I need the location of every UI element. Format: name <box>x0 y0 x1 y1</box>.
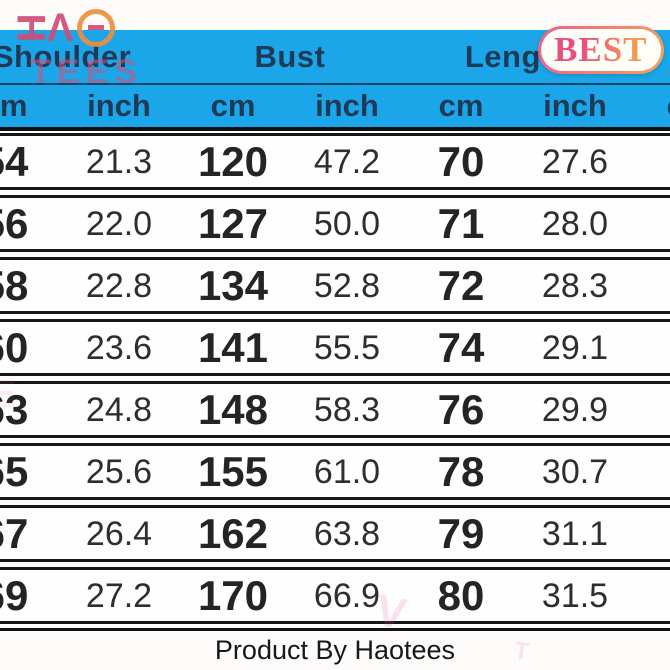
table-cell: 76 <box>437 385 485 433</box>
logo-tees-text: TEES <box>30 53 143 91</box>
table-cell: 66.9 <box>313 576 381 615</box>
unit-header: inch <box>87 88 151 123</box>
table-cell: 60 <box>0 323 29 371</box>
table-cell: 71 <box>437 199 485 247</box>
table-cell: 69 <box>0 571 29 619</box>
table-row: 58 22.8 134 52.8 72 28.3 <box>0 257 670 314</box>
table-cell: 22.8 <box>85 266 153 305</box>
table-cell: 67 <box>0 509 29 557</box>
table-cell: 61.0 <box>313 452 381 491</box>
table-cell: 27.2 <box>85 576 153 615</box>
table-cell: 141 <box>197 323 269 371</box>
table-cell: 30.7 <box>541 452 609 491</box>
table-cell: 70 <box>437 137 485 185</box>
logo-theta-icon <box>76 9 115 47</box>
table-cell: 47.2 <box>313 142 381 181</box>
table-row: 56 22.0 127 50.0 71 28.0 <box>0 195 670 252</box>
table-cell: 23.6 <box>85 328 153 367</box>
table-row: 60 23.6 141 55.5 74 29.1 <box>0 319 670 376</box>
table-cell: 78 <box>437 447 485 495</box>
footer-credit: Product By Haotees <box>214 635 456 665</box>
header-group-bust: Bust <box>254 38 326 74</box>
table-cell: 80 <box>437 571 485 619</box>
table-cell: 56 <box>0 199 29 247</box>
table-cell: 72 <box>437 261 485 309</box>
table-cell: 24.8 <box>85 390 153 429</box>
table-cell: 22.0 <box>85 204 153 243</box>
table-row: 69 27.2 170 66.9 80 31.5 <box>0 567 670 624</box>
table-cell: 148 <box>197 385 269 433</box>
table-cell: 170 <box>197 571 269 619</box>
table-cell: 79 <box>437 509 485 557</box>
table-cell: 58 <box>0 261 29 309</box>
table-cell: 63.8 <box>313 514 381 553</box>
unit-header: cm <box>210 88 256 123</box>
haotees-logo: H Λ TEES <box>8 2 143 91</box>
unit-header: cm <box>632 88 670 124</box>
best-badge-label: BEST <box>554 30 648 69</box>
table-cell: 120 <box>197 137 269 185</box>
table-cell: 50.0 <box>313 204 381 243</box>
table-cell: 27.6 <box>541 142 609 181</box>
table-cell: 29.1 <box>541 328 609 367</box>
table-cell: 31.5 <box>541 576 609 615</box>
table-cell: 155 <box>197 447 269 495</box>
best-badge: BEST <box>538 26 664 74</box>
table-cell: 28.3 <box>541 266 609 305</box>
logo-letter-h: H <box>8 13 53 43</box>
table-cell: 162 <box>197 509 269 557</box>
table-cell: 55.5 <box>313 328 381 367</box>
table-row: 65 25.6 155 61.0 78 30.7 <box>0 443 670 500</box>
table-cell: 54 <box>0 137 29 185</box>
table-cell: 134 <box>197 261 269 309</box>
table-row: 63 24.8 148 58.3 76 29.9 <box>0 381 670 438</box>
header-bottom-border <box>0 127 670 131</box>
header-unit-row: cm inch cm inch cm inch cm <box>0 85 670 127</box>
table-cell: 25.6 <box>85 452 153 491</box>
header-divider-line <box>0 83 670 85</box>
table-cell: 127 <box>197 199 269 247</box>
header-group-shoulder: Shoulder <box>0 38 132 74</box>
table-cell: 28.0 <box>541 204 609 243</box>
table-row: 67 26.4 162 63.8 79 31.1 <box>0 505 670 562</box>
table-row: 54 21.3 120 47.2 70 27.6 <box>0 133 670 190</box>
table-cell: 29.9 <box>541 390 609 429</box>
unit-header: inch <box>543 88 607 123</box>
logo-theta-bar <box>87 25 104 30</box>
footer-divider-line <box>0 628 670 631</box>
haotees-logo-mark: H Λ <box>8 2 143 54</box>
table-cell: 65 <box>0 447 29 495</box>
table-cell: 21.3 <box>85 142 153 181</box>
table-cell: 52.8 <box>313 266 381 305</box>
table-cell: 58.3 <box>313 390 381 429</box>
unit-header: cm <box>438 88 484 123</box>
table-cell: 74 <box>437 323 485 371</box>
unit-header: cm <box>0 88 28 123</box>
unit-header: inch <box>315 88 379 123</box>
table-cell: 63 <box>0 385 29 433</box>
best-badge-inner: BEST <box>541 29 661 71</box>
size-table-body: 54 21.3 120 47.2 70 27.6 56 22.0 127 50.0 71 28.0 58… <box>0 133 670 629</box>
table-cell: 31.1 <box>541 514 609 553</box>
logo-letter-a: Λ <box>46 6 74 50</box>
table-cell: 26.4 <box>85 514 153 553</box>
